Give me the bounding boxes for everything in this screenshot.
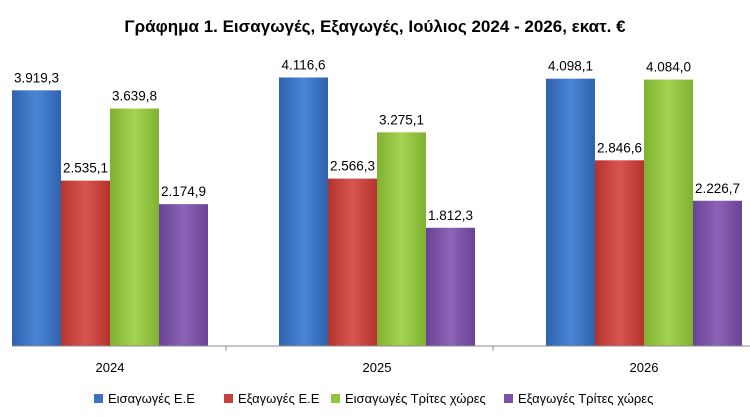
chart-title: Γράφημα 1. Εισαγωγές, Εξαγωγές, Ιούλιος … [124, 17, 626, 36]
legend-label-series-3: Εισαγωγές Τρίτες χώρες [345, 391, 486, 406]
data-label-2024-series-4: 2.174,9 [161, 184, 206, 199]
data-label-2025-series-1: 4.116,6 [281, 57, 325, 72]
bar-2024-series-1 [12, 90, 61, 347]
data-label-2025-series-4: 1.812,3 [428, 208, 473, 223]
legend-label-series-4: Εξαγωγές Τρίτες χώρες [518, 391, 653, 406]
bar-2026-series-3 [644, 79, 693, 346]
data-label-2026-series-2: 2.846,6 [597, 140, 642, 155]
data-label-2025-series-3: 3.275,1 [379, 112, 424, 127]
bar-2024-series-2 [61, 180, 110, 346]
data-label-2026-series-1: 4.098,1 [548, 59, 593, 74]
legend-label-series-2: Εξαγωγές Ε.Ε [238, 391, 320, 406]
x-tick-label-2026: 2026 [630, 360, 659, 375]
data-label-2024-series-1: 3.919,3 [14, 70, 59, 85]
data-label-2025-series-2: 2.566,3 [330, 159, 375, 174]
bar-2026-series-2 [595, 160, 644, 346]
legend: Εισαγωγές Ε.Ε Εξαγωγές Ε.Ε Εισαγωγές Τρίτε… [94, 391, 653, 406]
bar-2025-series-2 [328, 178, 377, 346]
data-label-2026-series-3: 4.084,0 [646, 60, 691, 75]
bars-layer [12, 77, 742, 347]
x-axis-ticks: 2024 2025 2026 [96, 346, 659, 375]
bar-2025-series-4 [426, 227, 475, 346]
bar-2025-series-1 [279, 77, 328, 346]
legend-label-series-1: Εισαγωγές Ε.Ε [108, 391, 195, 406]
legend-swatch-series-4 [504, 394, 513, 403]
legend-swatch-series-2 [224, 394, 233, 403]
bar-2025-series-3 [377, 132, 426, 346]
bar-2026-series-4 [693, 200, 742, 346]
x-tick-label-2024: 2024 [96, 360, 125, 375]
legend-swatch-series-1 [94, 394, 103, 403]
legend-swatch-series-3 [331, 394, 340, 403]
data-label-2024-series-3: 3.639,8 [112, 89, 157, 104]
bar-2024-series-3 [110, 108, 159, 347]
data-label-2024-series-2: 2.535,1 [63, 161, 108, 176]
data-label-2026-series-4: 2.226,7 [695, 181, 740, 196]
bar-2024-series-4 [159, 204, 208, 346]
x-tick-label-2025: 2025 [363, 360, 392, 375]
bar-2026-series-1 [546, 78, 595, 346]
data-labels: 3.919,3 2.535,1 3.639,8 2.174,9 4.116,6 2.566… [14, 57, 740, 222]
